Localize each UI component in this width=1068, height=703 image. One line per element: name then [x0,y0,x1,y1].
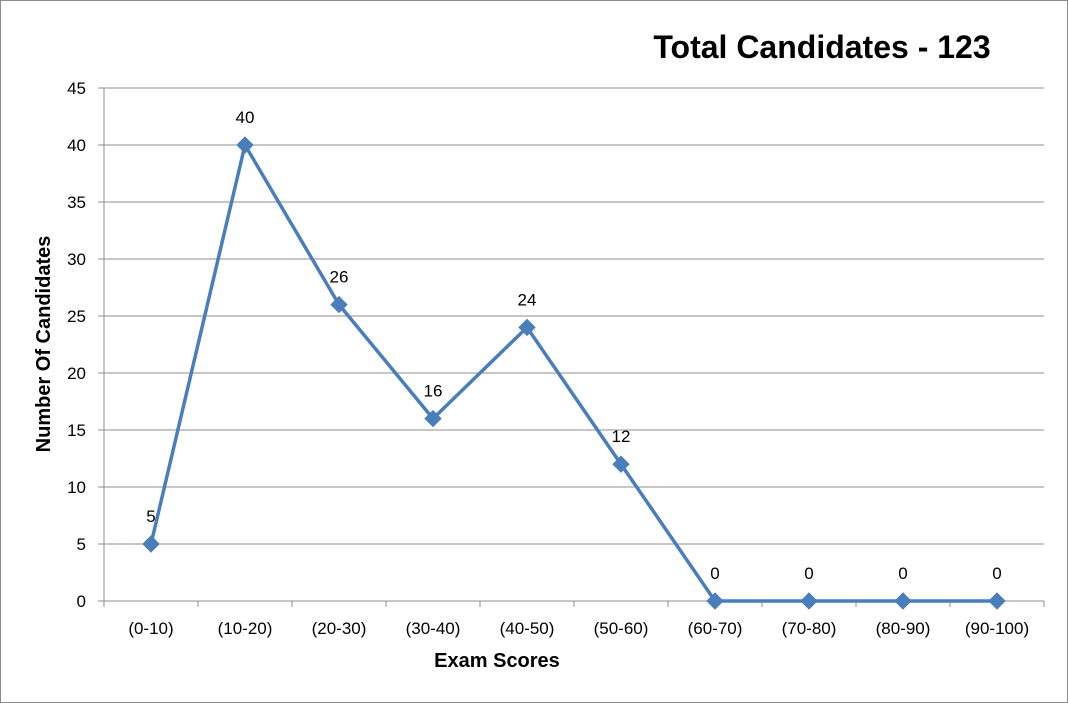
x-tick-label: (50-60) [594,619,649,638]
data-label: 26 [330,268,349,287]
data-label: 0 [898,564,907,583]
x-tick-label: (30-40) [406,619,461,638]
y-tick-label: 45 [67,79,86,98]
x-tick-labels: (0-10) (10-20) (20-30) (30-40) (40-50) (50-60… [128,619,1029,638]
x-axis-title: Exam Scores [434,650,560,672]
y-tick-labels: 0 5 10 15 20 25 30 35 40 45 [67,79,86,611]
data-labels: 5 40 26 16 24 12 0 0 0 0 [146,108,1001,583]
x-tick-label: (70-80) [782,619,837,638]
x-tick-label: (40-50) [500,619,555,638]
data-point-marker [894,592,912,610]
y-tick-label: 0 [77,592,86,611]
data-point-marker [706,592,724,610]
data-point-marker [988,592,1006,610]
y-tick-label: 25 [67,307,86,326]
data-label: 16 [424,382,443,401]
y-axis-title: Number Of Candidates [33,236,55,453]
data-label: 40 [236,108,255,127]
data-point-marker [330,295,348,314]
data-point-marker [518,318,536,337]
axes [103,88,1044,602]
y-tick-label: 5 [77,535,86,554]
y-tick-label: 15 [67,421,86,440]
x-tick-label: (20-30) [312,619,367,638]
data-label: 5 [146,507,155,526]
series [142,136,1006,610]
data-label: 0 [710,564,719,583]
data-point-marker [800,592,818,610]
chart-title: Total Candidates - 123 [653,29,990,65]
data-label: 12 [612,427,631,446]
y-tick-label: 40 [67,136,86,155]
x-tick-label: (80-90) [876,619,931,638]
x-tick-label: (90-100) [965,619,1029,638]
data-point-marker [142,535,160,553]
y-tick-label: 10 [67,478,86,497]
y-tick-label: 20 [67,364,86,383]
x-tick-label: (60-70) [688,619,743,638]
series-line [149,143,997,603]
y-tick-label: 30 [67,250,86,269]
data-point-marker [236,136,254,154]
gridlines [98,87,1045,607]
x-tick-label: (10-20) [218,619,273,638]
data-point-marker [612,455,630,473]
x-tick-label: (0-10) [128,619,173,638]
data-label: 0 [804,564,813,583]
y-tick-label: 35 [67,193,86,212]
data-point-marker [424,409,442,428]
data-label: 0 [992,564,1001,583]
data-label: 24 [518,290,537,309]
